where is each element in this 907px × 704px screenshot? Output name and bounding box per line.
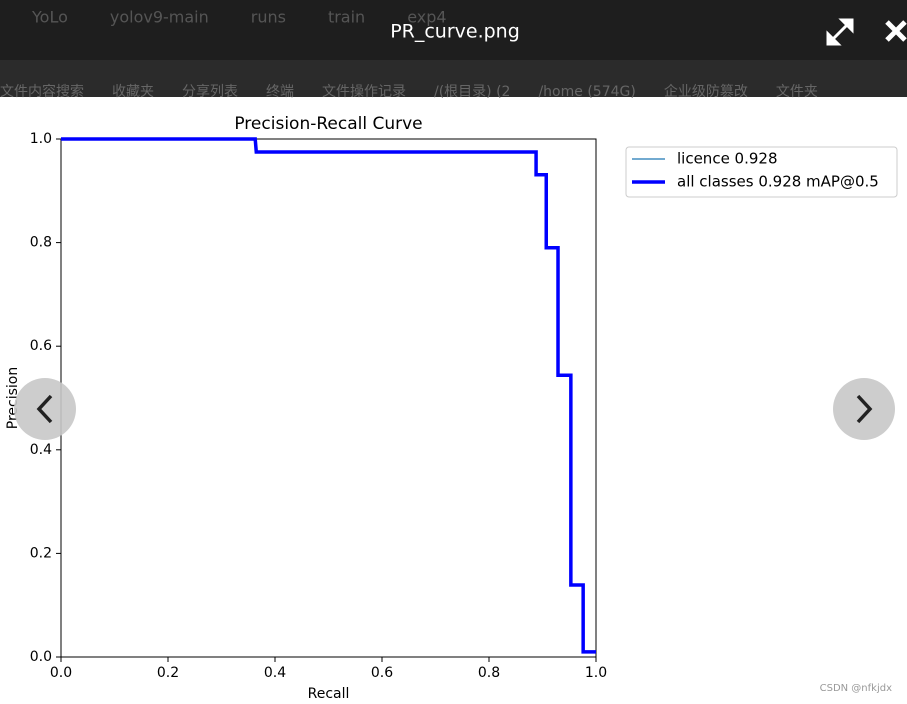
- breadcrumb-item: exp4: [407, 8, 446, 27]
- prev-button-chevron: [36, 394, 53, 424]
- x-tick-label: 0.6: [371, 665, 393, 681]
- viewer-title: PR_curve.png: [390, 21, 520, 43]
- next-button[interactable]: [833, 378, 895, 440]
- toolbar-item[interactable]: 收藏夹: [112, 84, 154, 100]
- toolbar-item[interactable]: 终端: [266, 84, 294, 100]
- breadcrumb-item: yolov9-main: [110, 8, 209, 27]
- pr-line: [61, 138, 596, 653]
- toolbar-item[interactable]: 文件内容搜索: [0, 83, 84, 100]
- toolbar-item[interactable]: 文件操作记录: [322, 84, 406, 100]
- close-icon[interactable]: [885, 20, 907, 42]
- breadcrumb-item: runs: [251, 8, 286, 27]
- toolbar-item[interactable]: /(根目录) (2: [434, 84, 510, 100]
- y-tick-label: 0.6: [30, 338, 52, 354]
- prev-button[interactable]: [14, 378, 76, 440]
- toolbar-item[interactable]: 文件夹: [776, 84, 818, 100]
- toolbar-item[interactable]: 企业级防篡改: [664, 83, 748, 100]
- y-tick-label: 0.8: [30, 235, 52, 251]
- x-tick-label: 0.0: [50, 665, 72, 681]
- breadcrumb-item: YoLo: [31, 8, 68, 27]
- expand-icon[interactable]: [826, 18, 854, 46]
- watermark: CSDN @nfkjdx: [820, 683, 892, 694]
- chart-title: Precision-Recall Curve: [234, 114, 422, 134]
- toolbar-item[interactable]: /home (574G): [538, 84, 635, 100]
- pr-line: [61, 137, 596, 654]
- plot-area: [60, 138, 597, 658]
- next-button-chevron: [856, 394, 873, 424]
- legend-label: licence 0.928: [677, 150, 778, 168]
- viewer-header: [0, 0, 907, 60]
- x-axis-label: Recall: [308, 686, 350, 702]
- legend-label: all classes 0.928 mAP@0.5: [677, 173, 879, 191]
- y-tick-label: 0.4: [30, 442, 52, 458]
- breadcrumb-item: train: [328, 8, 365, 27]
- x-tick-label: 0.2: [157, 665, 179, 681]
- toolbar-strip: [0, 60, 907, 97]
- y-tick-label: 0.2: [30, 545, 52, 561]
- y-tick-label: 1.0: [30, 131, 52, 147]
- y-tick-label: 0.0: [30, 649, 52, 665]
- x-tick-label: 0.8: [478, 665, 500, 681]
- x-tick-label: 1.0: [585, 665, 607, 681]
- x-tick-label: 0.4: [264, 665, 286, 681]
- legend-box: [625, 146, 898, 198]
- toolbar-item[interactable]: 分享列表: [182, 83, 238, 100]
